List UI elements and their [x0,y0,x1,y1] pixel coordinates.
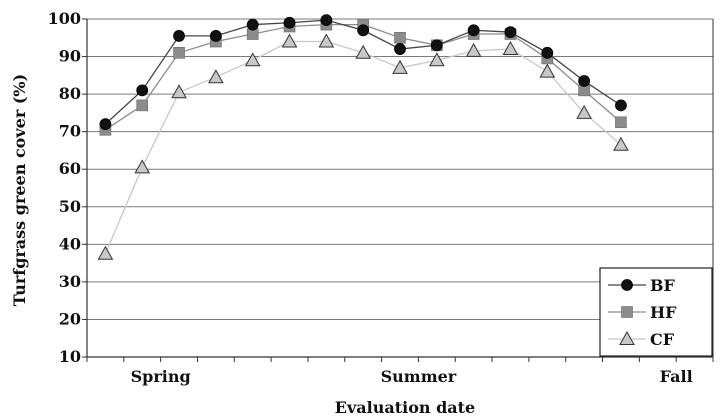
data-point [281,33,298,48]
data-point [430,39,443,52]
legend-item-bf: BF [608,276,676,295]
legend-label: BF [650,276,676,295]
data-point [621,279,633,291]
x-tick-label: Fall [660,367,693,386]
data-point [613,136,629,151]
y-tick-label: 20 [59,309,81,328]
data-point [541,46,554,59]
legend-label: CF [650,330,675,349]
legend: BF HF CF [599,267,713,357]
data-point [244,52,261,67]
series-layer [97,14,629,260]
data-point [318,33,335,48]
data-point [134,159,151,174]
x-tick-label: Summer [381,367,457,386]
data-point [578,75,591,87]
data-point [576,104,592,119]
data-point [99,118,112,131]
data-point [504,26,517,39]
data-point [208,69,224,84]
data-point [619,330,635,345]
data-point [173,46,185,59]
y-tick-label: 10 [59,347,81,366]
y-tick-label: 40 [59,234,81,253]
data-point [171,84,187,99]
y-axis-ticks: 10 20 30 40 50 60 70 80 90 100 [48,9,87,366]
data-point [394,31,406,44]
data-point [246,18,259,31]
data-point [209,30,222,42]
x-axis-ticks: Spring Summer Fall [86,357,714,386]
data-point [320,14,333,27]
gridlines [87,18,713,320]
y-tick-label: 80 [59,84,81,103]
data-point [136,84,149,97]
data-point [355,44,372,59]
y-tick-label: 90 [59,47,81,66]
y-axis-title: Turfgrass green cover (%) [10,74,29,306]
x-axis-title: Evaluation date [335,398,475,417]
data-point [428,52,445,67]
data-point [357,24,370,37]
data-point [502,41,519,56]
data-point [136,99,149,112]
y-tick-label: 100 [48,9,81,28]
data-point [539,63,556,78]
data-point [173,30,185,42]
data-point [621,306,633,318]
series-cf [97,33,629,260]
y-tick-label: 70 [59,122,81,141]
plot-frame [86,19,714,358]
legend-item-cf: CF [608,330,675,349]
y-tick-label: 30 [59,272,81,291]
y-tick-label: 50 [59,197,81,216]
data-point [283,16,296,29]
data-point [392,59,408,74]
data-point [615,116,627,129]
data-point [465,42,482,57]
legend-item-hf: HF [608,303,677,322]
x-tick-label: Spring [131,367,191,386]
data-point [615,99,627,112]
data-point [97,245,114,260]
y-tick-label: 60 [59,159,81,178]
data-point [394,43,406,55]
data-point [467,24,480,37]
legend-label: HF [650,303,677,322]
series-bf [99,14,627,131]
